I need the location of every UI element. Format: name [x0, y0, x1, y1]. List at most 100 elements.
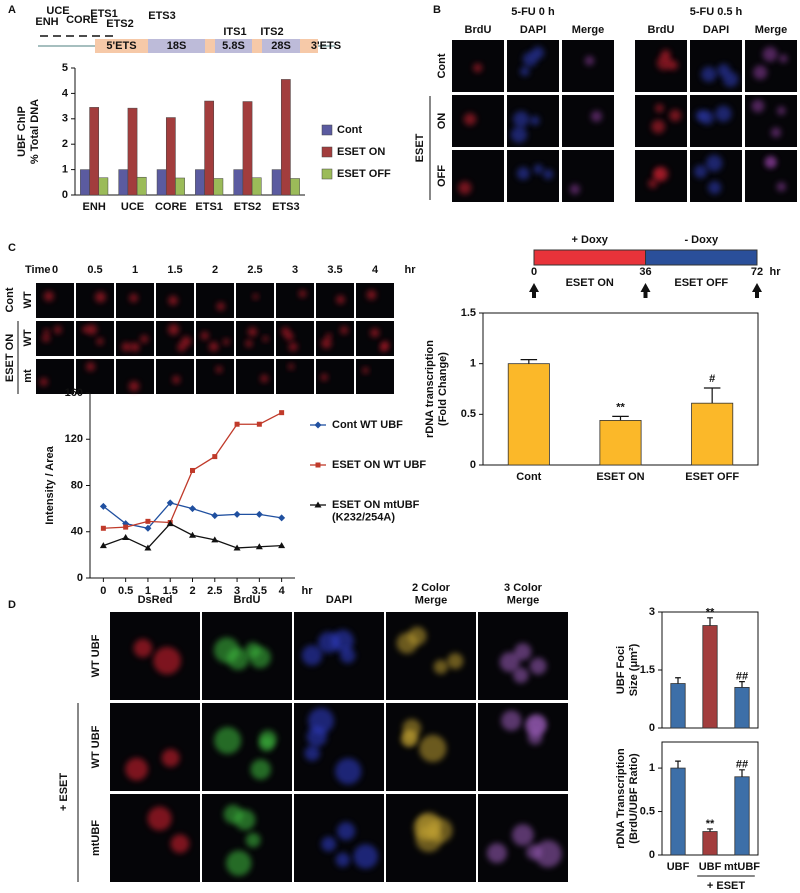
marker [234, 421, 240, 427]
bar [136, 176, 147, 196]
nucleus-signal [153, 646, 181, 675]
marker [233, 544, 241, 551]
row-label: mtUBF [90, 820, 102, 856]
nucleus-signal [779, 54, 788, 63]
nucleus-signal [764, 156, 777, 169]
timeline-tick: 72 [751, 266, 763, 278]
nucleus-signal [776, 181, 787, 192]
channel-label: DAPI [520, 24, 546, 36]
bar [507, 363, 550, 466]
timeline-arrow [640, 283, 651, 298]
y-tick-label: 0 [62, 189, 68, 201]
y-tick-label: 1 [649, 762, 655, 774]
nucleus-signal [222, 338, 230, 346]
row-label: mt [22, 369, 34, 383]
row-group-label: Cont [4, 287, 16, 312]
legend-label: ESET ON [337, 146, 385, 158]
legend-label: ESET ON mtUBF (K232/254A) [332, 499, 420, 524]
micrograph [294, 794, 384, 882]
x-tick-label: UBF [667, 861, 690, 873]
micrograph [76, 283, 114, 318]
bar [702, 625, 718, 729]
nucleus-signal [304, 745, 320, 762]
nucleus-signal [529, 657, 547, 675]
nucleus-signal [42, 334, 51, 342]
time-value: 2 [212, 264, 218, 276]
timeline-on [533, 249, 646, 266]
micrograph [36, 359, 74, 394]
nucleus-signal [133, 638, 153, 658]
marker [212, 454, 218, 460]
nucleus-signal [168, 324, 180, 336]
nucleus-signal [259, 730, 277, 748]
nucleus-signal [308, 707, 334, 734]
bar [195, 169, 205, 196]
bar [242, 101, 253, 196]
nucleus-signal [669, 109, 682, 122]
group-label: ESET [414, 133, 426, 162]
bar [213, 178, 224, 196]
nucleus-signal [288, 342, 298, 352]
nucleus-signal [331, 629, 354, 653]
nucleus-signal [396, 632, 418, 654]
y-tick-label: 1 [62, 164, 68, 176]
legend-swatch [321, 168, 333, 180]
x-tick-label: ESET ON [596, 471, 644, 483]
legend-swatch [321, 146, 333, 158]
micrograph [196, 359, 234, 394]
x-tick-label: ESET OFF [685, 471, 739, 483]
nucleus-signal [513, 111, 530, 128]
error-bar [520, 359, 538, 364]
nucleus-signal [534, 840, 562, 868]
marker [314, 421, 322, 429]
micrograph [452, 95, 504, 147]
micrograph [236, 359, 274, 394]
bar [702, 831, 718, 856]
timeline-segment: + Doxy [572, 234, 609, 246]
x-tick-label: 0.5 [118, 585, 133, 597]
panel-letter: B [433, 4, 441, 16]
spacer-label: ITS2 [260, 26, 283, 38]
legend-swatch [321, 124, 333, 136]
bar [156, 169, 167, 196]
nucleus-signal [172, 375, 181, 384]
nucleus-signal [86, 362, 96, 372]
micrograph [110, 703, 200, 791]
y-tick-label: 0.5 [640, 805, 655, 817]
nucleus-signal [590, 110, 603, 122]
timeline-state: ESET OFF [674, 277, 728, 289]
condition-label: 5-FU 0 h [511, 6, 555, 18]
nucleus-signal [458, 181, 472, 195]
y-tick-label: 1 [470, 358, 476, 370]
y-tick-label: 3 [649, 606, 655, 618]
legend-label: Cont WT UBF [332, 419, 403, 431]
nucleus-signal [499, 652, 520, 673]
nucleus-signal [245, 832, 261, 848]
timeline-unit: hr [770, 266, 782, 278]
micrograph [562, 95, 614, 147]
channel-label: BrdU [648, 24, 675, 36]
nucleus-signal [660, 49, 671, 60]
y-axis-label: UBF Foci [615, 646, 627, 694]
nucleus-signal [527, 714, 547, 734]
panel-letter: D [8, 599, 16, 611]
nucleus-signal [402, 730, 418, 746]
x-tick-label: 2.5 [207, 585, 222, 597]
x-tick-label: Cont [516, 471, 541, 483]
nucleus-signal [751, 99, 765, 113]
nucleus-signal [288, 363, 295, 370]
nucleus-signal [776, 106, 786, 115]
y-axis-label: rDNA Transcription [615, 748, 627, 849]
error-bar [703, 387, 721, 404]
y-tick-label: 120 [65, 433, 83, 445]
bar [734, 776, 750, 856]
nucleus-signal [715, 105, 732, 122]
nucleus-signal [336, 822, 356, 841]
nucleus-signal [39, 377, 48, 386]
marker [122, 534, 130, 541]
micrograph [316, 283, 354, 318]
spacer-box [252, 39, 262, 53]
nucleus-signal [511, 824, 534, 846]
time-value: 3 [292, 264, 298, 276]
